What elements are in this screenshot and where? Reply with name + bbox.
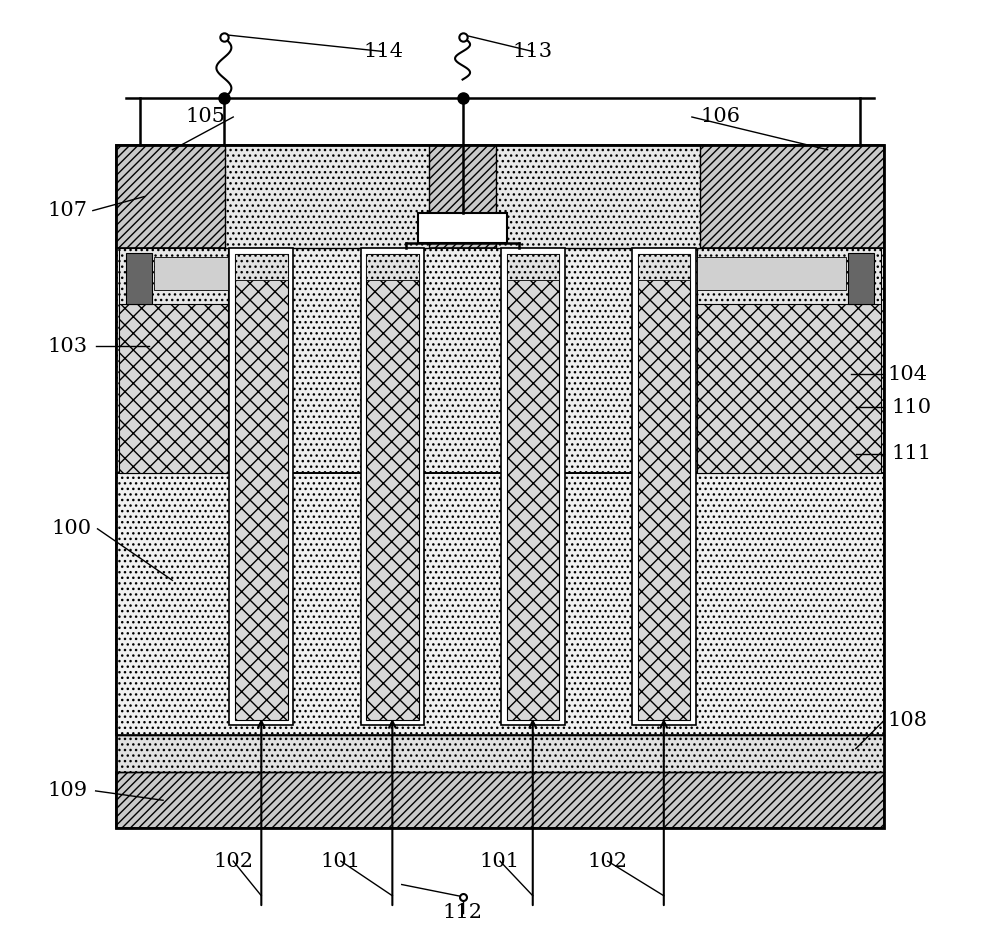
Bar	[507, 254, 559, 280]
Text: 101: 101	[321, 852, 361, 870]
Bar	[632, 248, 696, 725]
Text: 100: 100	[51, 519, 91, 538]
Bar	[154, 257, 228, 290]
Text: 102: 102	[588, 852, 628, 870]
Bar	[119, 304, 228, 473]
Bar	[507, 254, 559, 720]
Bar	[496, 145, 700, 248]
Bar	[116, 145, 884, 248]
Text: 101: 101	[480, 852, 520, 870]
Bar	[697, 248, 881, 473]
Bar	[116, 735, 884, 772]
Bar	[501, 248, 565, 725]
Text: 112: 112	[443, 903, 483, 922]
Bar	[126, 253, 152, 304]
Text: 111: 111	[892, 445, 932, 463]
Text: 102: 102	[213, 852, 253, 870]
Text: 103: 103	[48, 337, 88, 356]
Text: 105: 105	[185, 108, 225, 126]
Bar	[418, 213, 507, 243]
Text: 110: 110	[892, 398, 932, 417]
Bar	[116, 145, 884, 828]
Text: 106: 106	[700, 108, 740, 126]
Bar	[116, 772, 884, 828]
Text: 108: 108	[887, 711, 927, 730]
Bar	[638, 254, 690, 720]
Text: 114: 114	[363, 42, 403, 61]
Bar	[697, 257, 846, 290]
Bar	[366, 254, 419, 280]
Bar	[366, 254, 419, 720]
Text: 104: 104	[887, 365, 927, 384]
Bar	[116, 248, 884, 473]
Bar	[116, 473, 884, 735]
Bar	[638, 254, 690, 280]
Bar	[848, 253, 874, 304]
Bar	[229, 248, 293, 725]
Text: 113: 113	[513, 42, 553, 61]
Bar	[361, 248, 424, 725]
Bar	[235, 254, 288, 280]
Bar	[697, 304, 881, 473]
Text: 109: 109	[48, 782, 88, 800]
Bar	[235, 254, 288, 720]
Bar	[119, 248, 228, 473]
Text: 107: 107	[48, 201, 88, 220]
Bar	[225, 145, 429, 248]
